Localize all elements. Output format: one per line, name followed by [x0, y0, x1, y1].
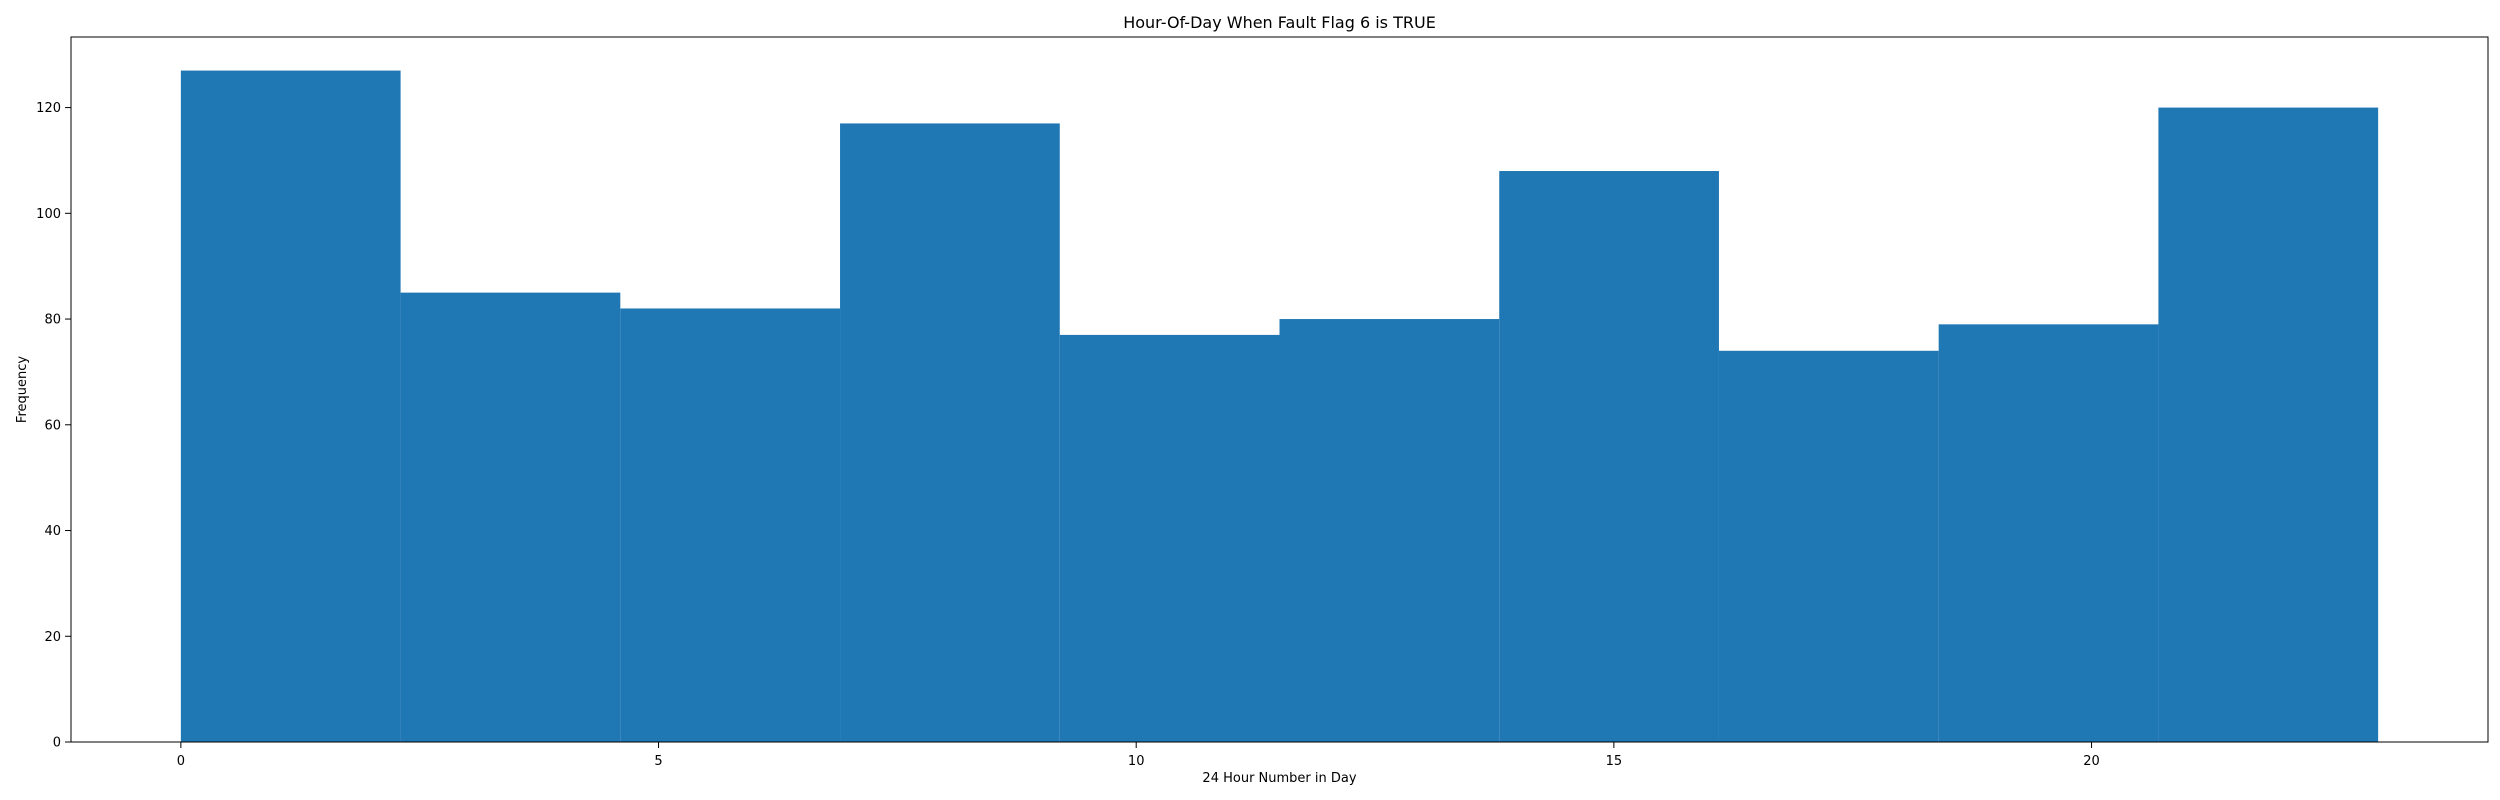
- y-tick-label: 80: [44, 313, 61, 328]
- y-axis-label: Frequency: [15, 356, 30, 423]
- x-tick-label: 0: [177, 754, 185, 769]
- bar-9: [2158, 107, 2379, 743]
- bar-0: [180, 70, 401, 743]
- y-tick-label: 60: [44, 418, 61, 433]
- bar-3: [840, 123, 1060, 742]
- bar-7: [1718, 350, 1939, 742]
- y-tick-label: 100: [36, 207, 61, 222]
- x-axis-ticks: 0 5 10 15 20: [177, 742, 2100, 769]
- bar-5: [1279, 319, 1500, 742]
- y-tick-label: 0: [53, 736, 61, 751]
- bar-8: [1938, 324, 2159, 742]
- x-axis-label: 24 Hour Number in Day: [1202, 771, 1356, 786]
- y-tick-label: 120: [36, 101, 61, 116]
- x-tick-label: 20: [2083, 754, 2100, 769]
- x-tick-label: 10: [1128, 754, 1145, 769]
- chart-title: Hour-Of-Day When Fault Flag 6 is TRUE: [1123, 13, 1436, 32]
- x-tick-label: 15: [1606, 754, 1623, 769]
- y-tick-label: 20: [44, 630, 61, 645]
- y-tick-label: 40: [44, 524, 61, 539]
- bar-1: [400, 292, 621, 742]
- y-axis-ticks: 0 20 40 60 80 100 120: [36, 101, 71, 751]
- plot-frame: [70, 36, 2489, 743]
- bars-group: [180, 70, 2379, 743]
- bar-6: [1499, 171, 1719, 743]
- bar-4: [1059, 334, 1280, 742]
- x-tick-label: 5: [654, 754, 662, 769]
- bar-2: [620, 308, 841, 742]
